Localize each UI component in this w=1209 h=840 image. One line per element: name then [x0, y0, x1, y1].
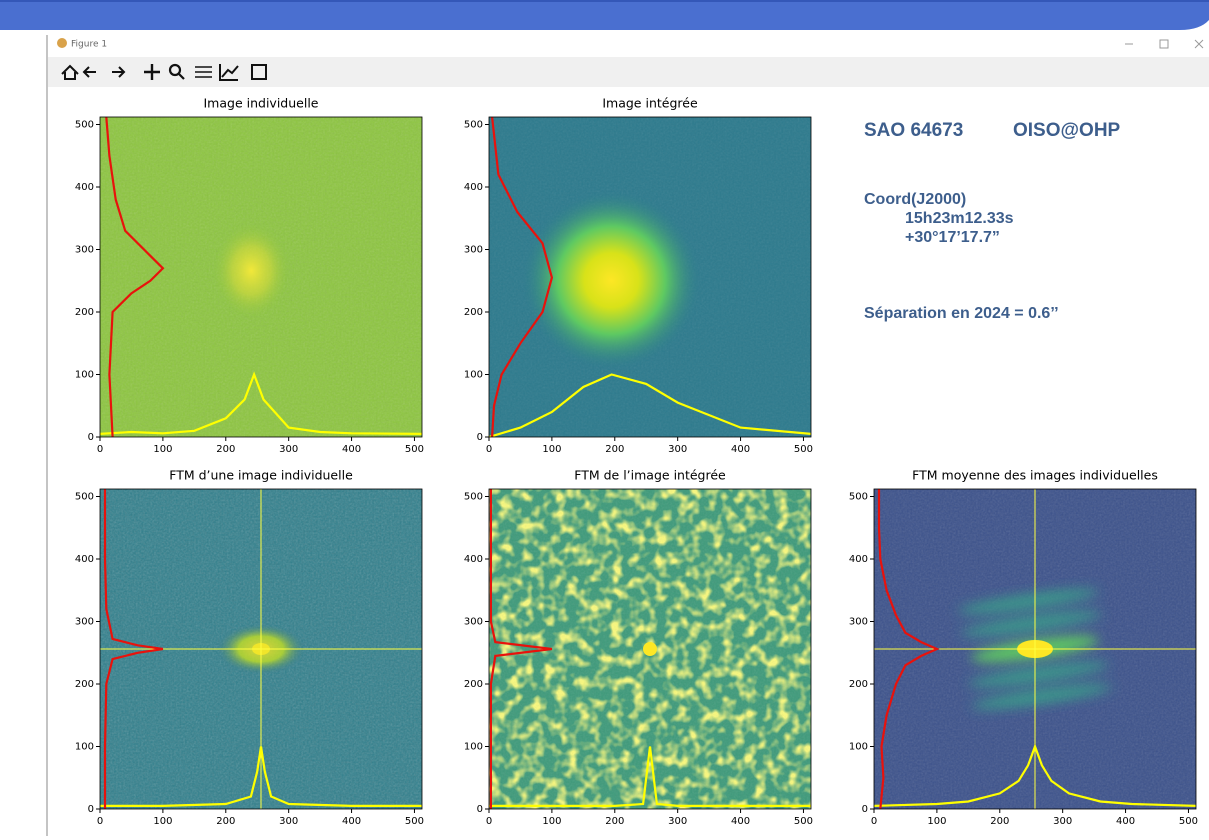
subplot: FTM de l’image intégrée 0 100 200 300 400 500 0… [464, 468, 813, 828]
y-tick-label: 500 [75, 120, 94, 131]
right-ascension: 15h23m12.33s [905, 210, 1014, 227]
x-tick-label: 100 [542, 444, 561, 455]
y-tick-label: 400 [849, 554, 868, 565]
separation: Séparation en 2024 = 0.6’’ [864, 305, 1059, 322]
subplot: Image intégrée 0 100 200 300 400 500 0 100 200 300… [464, 96, 813, 456]
x-tick-label: 0 [486, 816, 492, 827]
y-tick-label: 300 [464, 245, 483, 256]
subplot: FTM moyenne des images individuelles 0 100… [849, 468, 1198, 828]
subplot: FTM d’une image individuelle 0 100 200 300 40… [75, 468, 424, 828]
y-tick-label: 300 [75, 617, 94, 628]
x-tick-label: 0 [97, 816, 103, 827]
x-tick-label: 200 [216, 444, 235, 455]
x-tick-label: 200 [605, 816, 624, 827]
x-tick-label: 200 [605, 444, 624, 455]
y-tick-label: 200 [75, 679, 94, 690]
y-tick-label: 0 [862, 804, 868, 815]
toolbar [48, 57, 1209, 87]
y-tick-label: 500 [849, 492, 868, 503]
x-tick-label: 400 [342, 444, 361, 455]
x-tick-label: 300 [279, 816, 298, 827]
subplot: Image individuelle 0 100 200 300 400 500 0 100 20… [75, 96, 424, 456]
y-tick-label: 0 [88, 804, 94, 815]
y-tick-label: 500 [464, 492, 483, 503]
object-name: SAO 64673 [864, 120, 963, 141]
x-tick-label: 500 [794, 444, 813, 455]
plot-area [489, 117, 811, 437]
desktop-edge [0, 0, 1209, 2]
coord-label: Coord(J2000) [864, 191, 966, 208]
x-tick-label: 300 [1053, 816, 1072, 827]
y-tick-label: 400 [464, 554, 483, 565]
x-tick-label: 400 [342, 816, 361, 827]
y-tick-label: 100 [75, 742, 94, 753]
x-tick-label: 300 [279, 444, 298, 455]
y-tick-label: 200 [464, 679, 483, 690]
y-tick-label: 300 [849, 617, 868, 628]
y-tick-label: 400 [75, 182, 94, 193]
subplot-title: Image individuelle [204, 96, 319, 111]
image-blob [213, 223, 290, 319]
subplot-title: FTM d’une image individuelle [169, 468, 353, 483]
desktop-bar [0, 0, 1209, 30]
subplot-title: FTM moyenne des images individuelles [912, 468, 1158, 483]
x-tick-label: 500 [1179, 816, 1198, 827]
x-tick-label: 0 [871, 816, 877, 827]
x-tick-label: 400 [731, 816, 750, 827]
subplot-title: Image intégrée [602, 96, 698, 111]
y-tick-label: 100 [464, 370, 483, 381]
y-tick-label: 300 [75, 245, 94, 256]
plot-area [489, 489, 811, 809]
y-tick-label: 0 [88, 432, 94, 443]
y-tick-label: 500 [464, 120, 483, 131]
image-blob [521, 190, 701, 370]
y-tick-label: 0 [477, 804, 483, 815]
y-tick-label: 100 [849, 742, 868, 753]
y-tick-label: 200 [464, 307, 483, 318]
x-tick-label: 400 [731, 444, 750, 455]
window-title: Figure 1 [71, 40, 107, 50]
x-tick-label: 100 [153, 444, 172, 455]
x-tick-label: 200 [990, 816, 1009, 827]
x-tick-label: 500 [405, 816, 424, 827]
x-tick-label: 500 [405, 444, 424, 455]
observatory: OISO@OHP [1013, 120, 1121, 141]
plot-area [100, 489, 422, 809]
declination: +30°17’17.7” [905, 229, 1000, 246]
x-tick-label: 100 [153, 816, 172, 827]
image-core [643, 642, 657, 656]
subplot-title: FTM de l’image intégrée [574, 468, 726, 483]
y-tick-label: 100 [75, 370, 94, 381]
plot-area [100, 117, 422, 437]
y-tick-label: 400 [75, 554, 94, 565]
x-tick-label: 300 [668, 444, 687, 455]
y-tick-label: 100 [464, 742, 483, 753]
x-tick-label: 0 [97, 444, 103, 455]
y-tick-label: 200 [75, 307, 94, 318]
x-tick-label: 300 [668, 816, 687, 827]
x-tick-label: 400 [1116, 816, 1135, 827]
x-tick-label: 0 [486, 444, 492, 455]
app-icon [57, 38, 67, 48]
y-tick-label: 200 [849, 679, 868, 690]
x-tick-label: 100 [927, 816, 946, 827]
y-tick-label: 0 [477, 432, 483, 443]
y-tick-label: 400 [464, 182, 483, 193]
x-tick-label: 500 [794, 816, 813, 827]
x-tick-label: 200 [216, 816, 235, 827]
screenshot: Figure 1 SAO 64673 OISO@OHP Coord(J2000)… [0, 0, 1209, 836]
x-tick-label: 100 [542, 816, 561, 827]
plot-area [874, 489, 1196, 809]
y-tick-label: 500 [75, 492, 94, 503]
y-tick-label: 300 [464, 617, 483, 628]
